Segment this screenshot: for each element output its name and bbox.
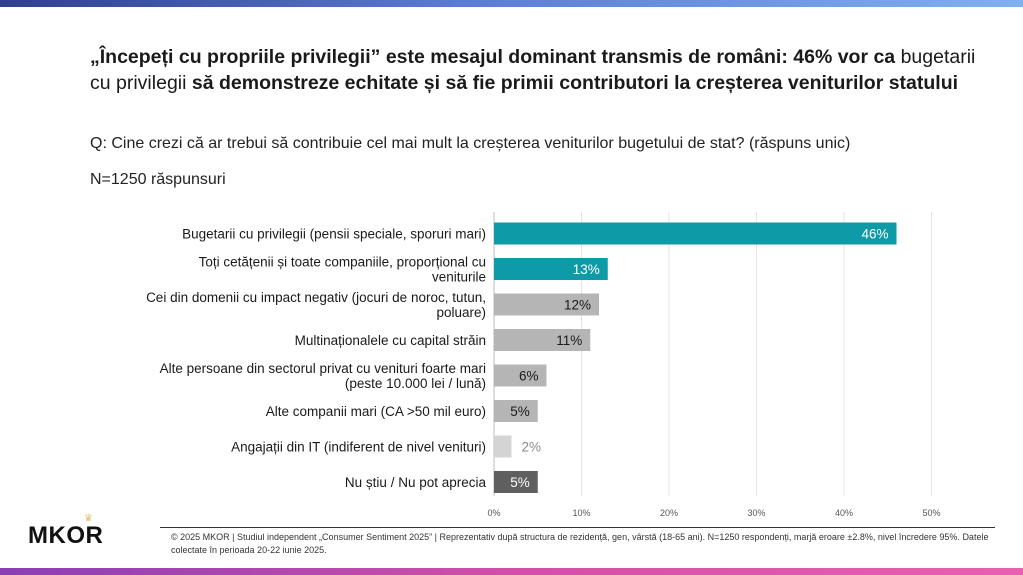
x-tick-label: 40% <box>835 508 853 518</box>
x-tick-label: 30% <box>747 508 765 518</box>
category-label: Toți cetățenii și toate companiile, prop… <box>199 255 486 270</box>
bar <box>494 471 538 493</box>
data-label: 2% <box>522 440 542 455</box>
bar <box>494 258 608 280</box>
headline-part-2: bugetarii cu privilegii <box>90 46 976 94</box>
category-label: Cei din domenii cu impact negativ (jocur… <box>146 290 486 305</box>
category-label: Alte persoane din sectorul privat cu ven… <box>160 361 486 376</box>
category-label: (peste 10.000 lei / lună) <box>345 376 486 391</box>
data-label: 6% <box>519 369 539 384</box>
survey-question: Q: Cine crezi că ar trebui să contribuie… <box>90 135 851 152</box>
bar-chart: 0% 10% 20% 30% 40% 50% 46% Bugetarii cu privile… <box>146 212 941 518</box>
data-label: 13% <box>573 262 600 277</box>
category-label: poluare) <box>436 305 486 320</box>
bar <box>494 435 512 458</box>
data-label: 11% <box>556 333 582 348</box>
bar <box>494 400 538 422</box>
bar <box>494 222 897 245</box>
category-label: Angajații din IT (indiferent de nivel ve… <box>231 440 486 455</box>
category-label: Alte companii mari (CA >50 mil euro) <box>266 404 486 419</box>
sample-size: N=1250 răspunsuri <box>90 171 226 188</box>
bar <box>494 293 599 316</box>
data-label: 46% <box>861 227 888 242</box>
x-tick-label: 10% <box>572 508 590 518</box>
category-label: Nu știu / Nu pot aprecia <box>345 475 487 490</box>
top-accent-bar <box>0 0 1023 7</box>
logo-text: MKOR <box>28 522 104 549</box>
x-tick-label: 50% <box>922 508 940 518</box>
bottom-accent-bar <box>0 568 1023 575</box>
bar <box>494 364 547 387</box>
data-label: 5% <box>510 475 530 490</box>
data-label: 5% <box>510 404 530 419</box>
bar <box>494 329 591 351</box>
footer-divider <box>160 527 995 528</box>
x-tick-label: 0% <box>487 508 500 518</box>
x-tick-label: 20% <box>660 508 678 518</box>
headline-part-1: „Începeți cu propriile privilegii” este … <box>90 46 896 68</box>
footer-note: © 2025 MKOR | Studiul independent „Consu… <box>171 532 989 555</box>
headline-part-3: să demonstreze echitate și să fie primii… <box>191 72 959 94</box>
mkor-logo: MKOR ♛ <box>28 513 104 550</box>
category-label: Bugetarii cu privilegii (pensii speciale… <box>182 227 486 242</box>
page-headline: „Începeți cu propriile privilegii” este … <box>90 44 990 96</box>
crown-icon: ♛ <box>84 513 94 524</box>
data-label: 12% <box>564 298 591 313</box>
category-label: Multinaționalele cu capital străin <box>295 333 486 348</box>
category-label: veniturile <box>432 270 486 285</box>
